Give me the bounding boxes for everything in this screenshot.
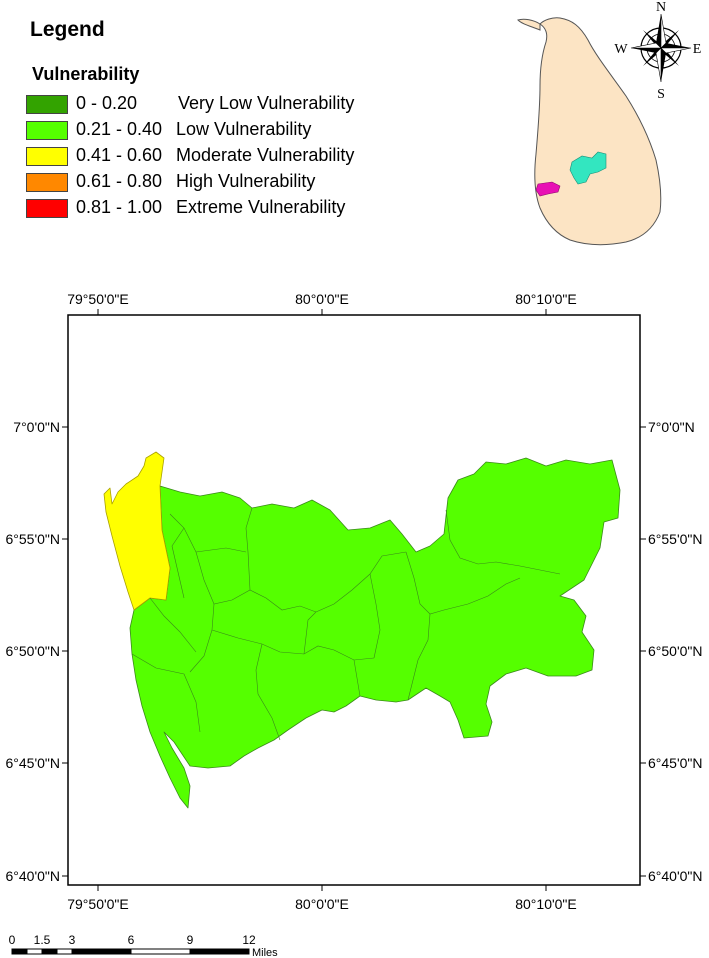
legend-swatch-moderate <box>26 147 68 166</box>
legend-label-low: Low Vulnerability <box>176 119 312 139</box>
scale-seg-2 <box>26 948 43 955</box>
boundary-15 <box>195 547 247 553</box>
scale-label-2: 3 <box>69 933 76 947</box>
boundary-2 <box>189 603 215 673</box>
scale-seg-3 <box>41 948 58 955</box>
scale-seg-7 <box>189 948 250 955</box>
left-label-5: 6°40'0"N <box>6 868 61 884</box>
scale-bar: 0 1.5 3 6 9 12 Miles <box>9 933 279 958</box>
left-label-1: 7°0'0"N <box>13 419 60 435</box>
compass-arm-south-light <box>655 47 662 83</box>
scale-label-5: 12 <box>242 933 256 947</box>
compass-n: N <box>656 0 666 15</box>
boundary-1 <box>169 513 317 613</box>
right-label-1: 7°0'0"N <box>648 419 695 435</box>
left-label-3: 6°50'0"N <box>6 643 61 659</box>
scale-seg-6 <box>130 948 191 955</box>
bottom-label-2: 80°0'0"E <box>295 896 349 912</box>
compass-arm-east-light <box>660 47 692 54</box>
top-label-1: 79°50'0"E <box>67 291 129 307</box>
axis-ticks <box>62 309 646 891</box>
legend-swatch-very-low <box>26 95 68 114</box>
compass-w: W <box>614 42 628 57</box>
legend-swatch-extreme <box>26 199 68 218</box>
compass-rose: N S E W <box>614 0 701 102</box>
compass-arm-west-light <box>630 42 662 49</box>
district-boundaries <box>131 507 561 741</box>
legend-range-high: 0.61 - 0.80 <box>76 171 163 191</box>
scale-label-0: 0 <box>9 933 16 947</box>
compass-s: S <box>657 87 665 102</box>
legend-range-low: 0.21 - 0.40 <box>76 119 163 139</box>
legend-range-very-low: 0 - 0.20 <box>76 93 138 113</box>
boundary-12 <box>407 613 431 701</box>
inset-study-area-b <box>535 181 561 197</box>
legend-range-extreme: 0.81 - 1.00 <box>76 197 163 217</box>
boundary-8 <box>315 551 407 613</box>
top-label-2: 80°0'0"E <box>295 291 349 307</box>
boundary-14 <box>171 527 185 599</box>
scale-seg-5 <box>71 948 132 955</box>
right-label-3: 6°50'0"N <box>648 643 703 659</box>
top-label-3: 80°10'0"E <box>515 291 577 307</box>
scale-label-4: 9 <box>187 933 194 947</box>
legend-label-moderate: Moderate Vulnerability <box>176 145 355 165</box>
boundary-4 <box>131 653 201 733</box>
compass-arm-north-light <box>660 13 667 49</box>
bottom-label-3: 80°10'0"E <box>515 896 577 912</box>
boundary-9 <box>245 507 253 591</box>
left-label-4: 6°45'0"N <box>6 755 61 771</box>
inset-map <box>517 17 662 246</box>
scale-unit: Miles <box>252 947 278 958</box>
right-label-2: 6°55'0"N <box>648 531 703 547</box>
boundary-16 <box>303 611 317 655</box>
legend-title: Legend <box>30 18 105 41</box>
boundary-7 <box>353 659 361 697</box>
left-label-2: 6°55'0"N <box>6 531 61 547</box>
right-label-5: 6°40'0"N <box>648 868 703 884</box>
legend-swatch-high <box>26 173 68 192</box>
compass-e: E <box>693 42 702 57</box>
boundary-11 <box>405 551 521 615</box>
region-low-vulnerability <box>129 457 621 809</box>
scale-label-1: 1.5 <box>34 933 51 947</box>
legend-range-moderate: 0.41 - 0.60 <box>76 145 163 165</box>
right-label-4: 6°45'0"N <box>648 755 703 771</box>
inset-study-area-a <box>569 151 607 185</box>
scale-label-3: 6 <box>128 933 135 947</box>
legend-label-very-low: Very Low Vulnerability <box>178 93 355 113</box>
map-frame <box>67 314 641 886</box>
legend-label-extreme: Extreme Vulnerability <box>176 197 346 217</box>
region-moderate-vulnerability <box>103 451 171 611</box>
boundary-10 <box>369 573 381 659</box>
boundary-6 <box>255 643 281 741</box>
scale-seg-1 <box>11 948 28 955</box>
legend-label-high: High Vulnerability <box>176 171 316 191</box>
legend-swatch-low <box>26 121 68 140</box>
legend-subtitle: Vulnerability <box>32 64 140 84</box>
inset-island <box>534 17 662 246</box>
bottom-label-1: 79°50'0"E <box>67 896 129 912</box>
boundary-13 <box>445 509 561 575</box>
boundary-3 <box>149 597 197 653</box>
scale-seg-4 <box>56 948 73 955</box>
inset-peninsula <box>517 18 541 31</box>
